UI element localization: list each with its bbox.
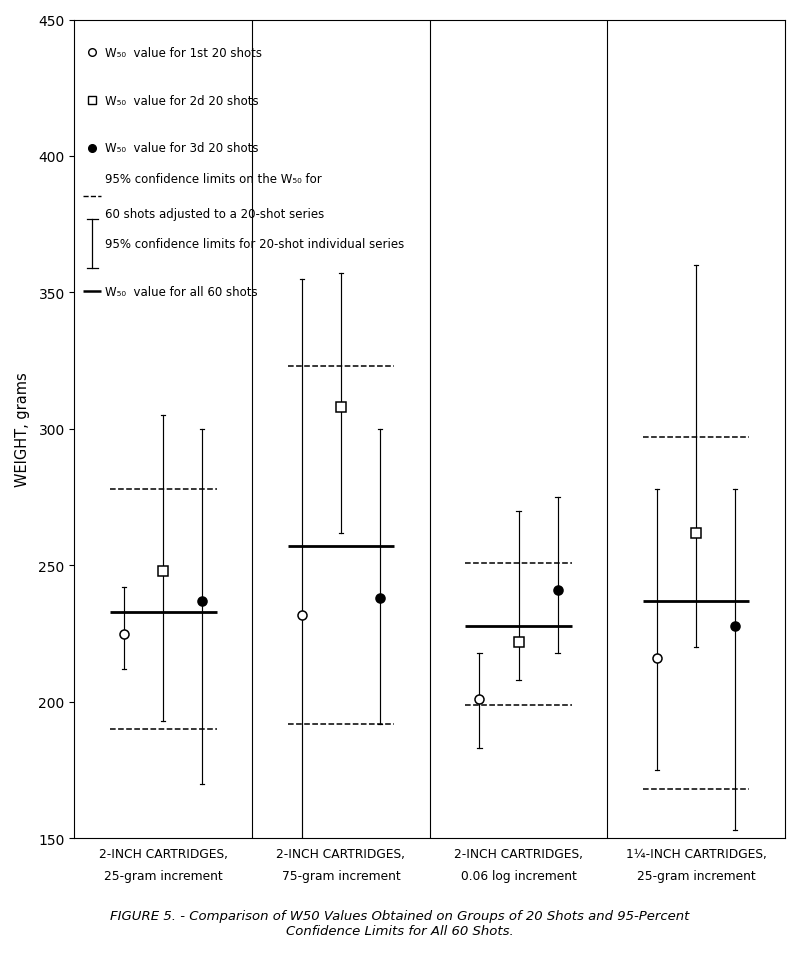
Text: 75-gram increment: 75-gram increment xyxy=(282,869,400,881)
Text: W₅₀  value for 3d 20 shots: W₅₀ value for 3d 20 shots xyxy=(105,142,258,155)
Text: 0.06 log increment: 0.06 log increment xyxy=(461,869,577,881)
Text: 95% confidence limits on the W₅₀ for: 95% confidence limits on the W₅₀ for xyxy=(105,172,322,185)
Text: 25-gram increment: 25-gram increment xyxy=(637,869,755,881)
Y-axis label: WEIGHT, grams: WEIGHT, grams xyxy=(15,372,30,487)
Text: 2-INCH CARTRIDGES,: 2-INCH CARTRIDGES, xyxy=(454,847,583,860)
Text: W₅₀  value for 1st 20 shots: W₅₀ value for 1st 20 shots xyxy=(105,47,262,60)
Text: 95% confidence limits for 20-shot individual series: 95% confidence limits for 20-shot indivi… xyxy=(105,237,404,251)
Text: 2-INCH CARTRIDGES,: 2-INCH CARTRIDGES, xyxy=(98,847,228,860)
Text: FIGURE 5. - Comparison of W50 Values Obtained on Groups of 20 Shots and 95-Perce: FIGURE 5. - Comparison of W50 Values Obt… xyxy=(110,909,690,937)
Text: 1¼-INCH CARTRIDGES,: 1¼-INCH CARTRIDGES, xyxy=(626,847,766,860)
Text: 60 shots adjusted to a 20-shot series: 60 shots adjusted to a 20-shot series xyxy=(105,208,324,220)
Text: W₅₀  value for all 60 shots: W₅₀ value for all 60 shots xyxy=(105,285,258,298)
Text: W₅₀  value for 2d 20 shots: W₅₀ value for 2d 20 shots xyxy=(105,94,258,108)
Text: 25-gram increment: 25-gram increment xyxy=(104,869,222,881)
Text: 2-INCH CARTRIDGES,: 2-INCH CARTRIDGES, xyxy=(276,847,406,860)
